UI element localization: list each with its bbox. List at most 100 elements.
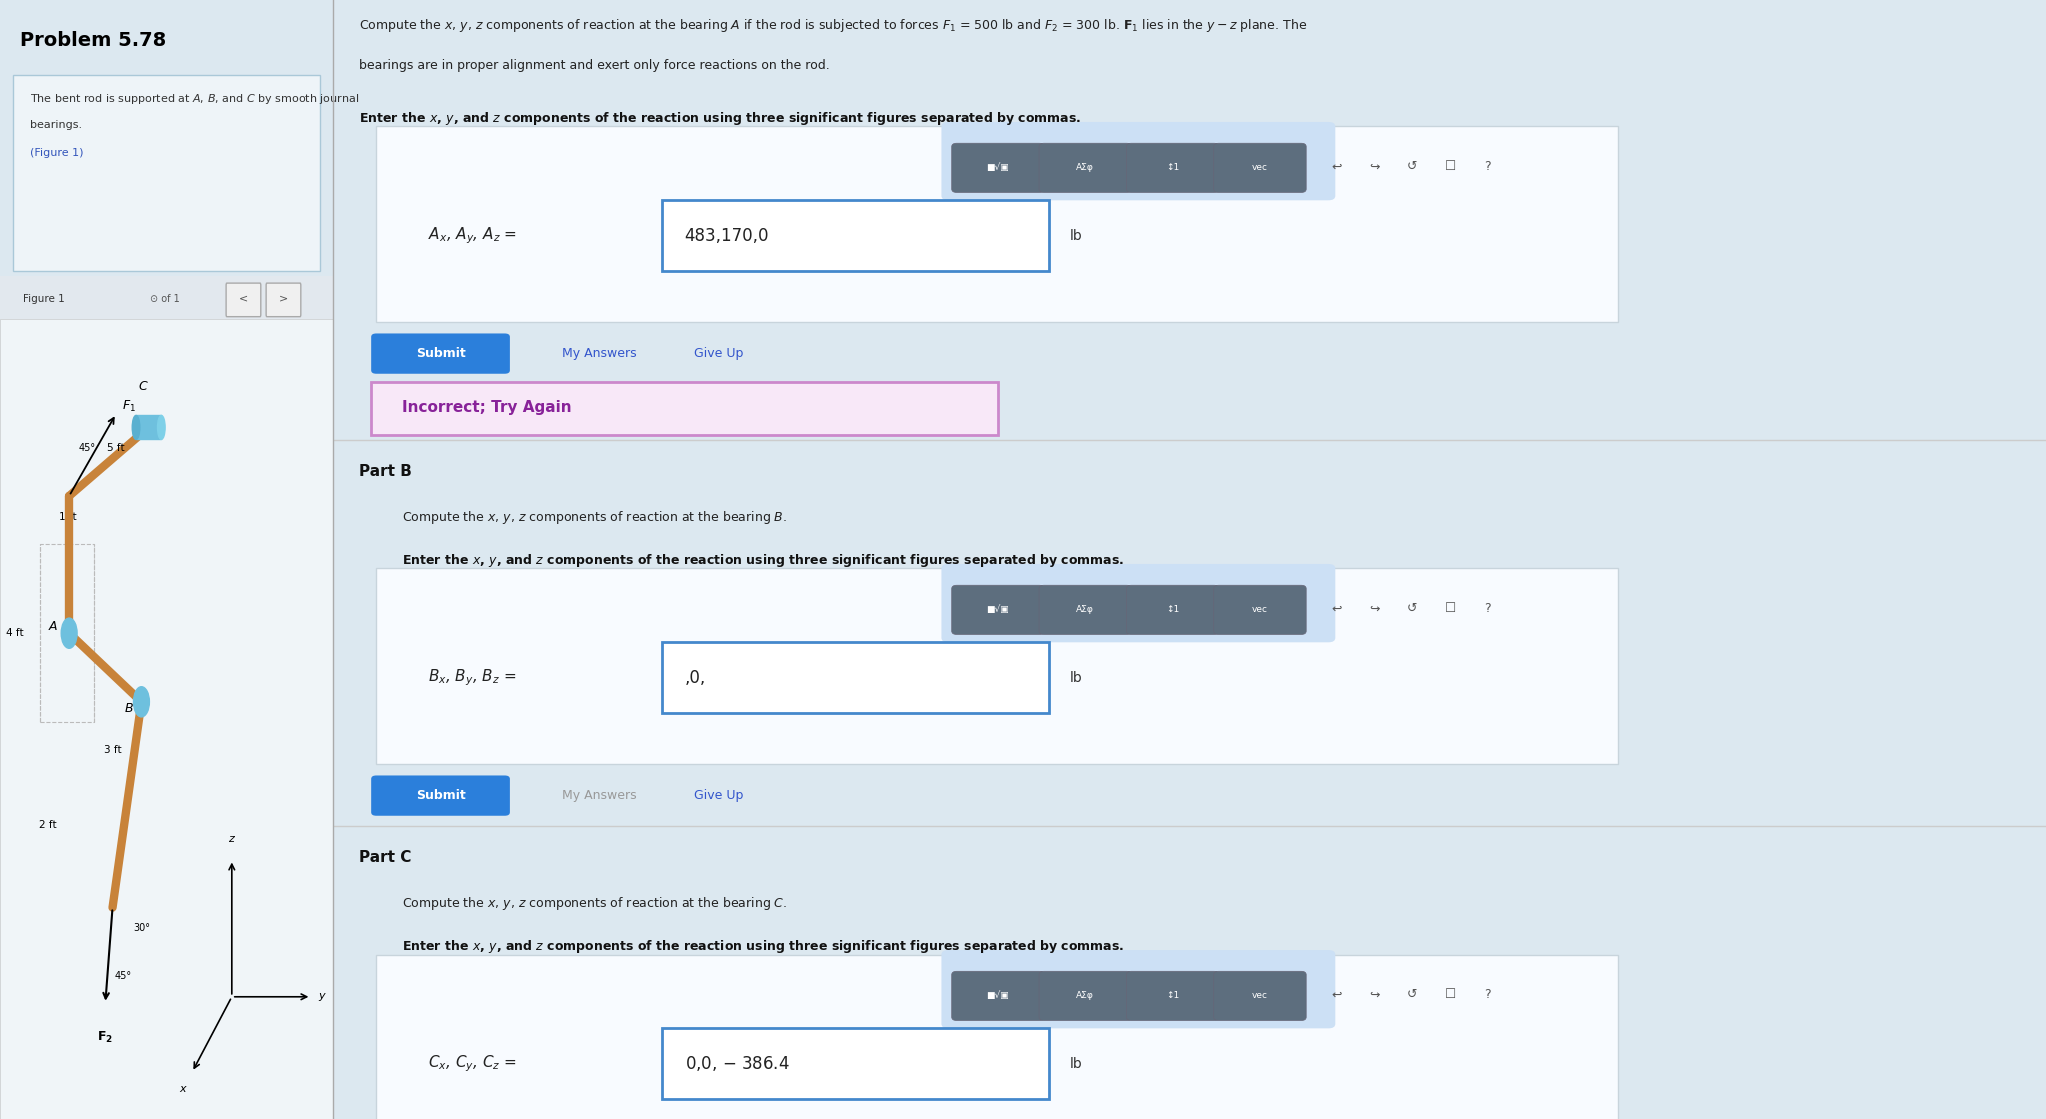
Text: ↩: ↩ [1332, 988, 1342, 1002]
Text: $B$: $B$ [125, 702, 133, 715]
FancyBboxPatch shape [1127, 143, 1219, 192]
FancyBboxPatch shape [1039, 585, 1131, 634]
Text: Enter the $x$, $y$, and $z$ components of the reaction using three significant f: Enter the $x$, $y$, and $z$ components o… [401, 938, 1123, 955]
FancyBboxPatch shape [376, 568, 1618, 764]
Text: ☐: ☐ [1444, 602, 1455, 615]
Text: (Figure 1): (Figure 1) [31, 148, 84, 158]
FancyBboxPatch shape [1127, 585, 1219, 634]
Text: ■√▣: ■√▣ [986, 163, 1009, 172]
Text: AΣφ: AΣφ [1076, 163, 1095, 172]
Text: ⊙ of 1: ⊙ of 1 [149, 294, 180, 303]
Circle shape [133, 687, 149, 717]
Text: $F_1$: $F_1$ [121, 399, 135, 414]
FancyBboxPatch shape [663, 200, 1050, 272]
Text: $C_x$, $C_y$, $C_z$ =: $C_x$, $C_y$, $C_z$ = [428, 1053, 516, 1074]
Text: My Answers: My Answers [561, 347, 636, 360]
Text: ☐: ☐ [1444, 160, 1455, 173]
Text: ↪: ↪ [1369, 160, 1379, 173]
Text: ↪: ↪ [1369, 988, 1379, 1002]
Text: ,0,: ,0, [685, 668, 706, 687]
Text: 5 ft: 5 ft [106, 443, 125, 453]
Text: Give Up: Give Up [694, 347, 743, 360]
Text: Incorrect; Try Again: Incorrect; Try Again [401, 399, 571, 415]
Text: The bent rod is supported at $\mathit{A}$, $\mathit{B}$, and $\mathit{C}$ by smo: The bent rod is supported at $\mathit{A}… [31, 92, 360, 106]
Ellipse shape [158, 415, 166, 440]
Text: Give Up: Give Up [694, 789, 743, 802]
Text: 45°: 45° [115, 971, 131, 981]
Text: bearings.: bearings. [31, 120, 82, 130]
Text: ■√▣: ■√▣ [986, 991, 1009, 1000]
Text: 0,0, $-$ 386.4: 0,0, $-$ 386.4 [685, 1054, 790, 1073]
Text: >: > [278, 294, 288, 303]
FancyBboxPatch shape [1039, 971, 1131, 1021]
Text: Enter the $x$, $y$, and $z$ components of the reaction using three significant f: Enter the $x$, $y$, and $z$ components o… [360, 110, 1082, 126]
Text: $A_x$, $A_y$, $A_z$ =: $A_x$, $A_y$, $A_z$ = [428, 225, 518, 246]
Text: $z$: $z$ [227, 834, 235, 844]
Text: 483,170,0: 483,170,0 [685, 226, 769, 245]
FancyBboxPatch shape [1213, 971, 1305, 1021]
Text: Compute the $x$, $y$, $z$ components of reaction at the bearing $C$.: Compute the $x$, $y$, $z$ components of … [401, 895, 788, 912]
Text: $\mathbf{F_2}$: $\mathbf{F_2}$ [98, 1031, 113, 1045]
Text: ?: ? [1485, 602, 1492, 615]
Text: ?: ? [1485, 160, 1492, 173]
Text: Submit: Submit [417, 789, 466, 802]
Text: ↩: ↩ [1332, 160, 1342, 173]
Ellipse shape [133, 415, 139, 440]
Text: ↩: ↩ [1332, 602, 1342, 615]
Text: 4 ft: 4 ft [6, 628, 25, 638]
Text: Compute the $x$, $y$, $z$ components of reaction at the bearing $B$.: Compute the $x$, $y$, $z$ components of … [401, 509, 788, 526]
Text: lb: lb [1070, 670, 1082, 685]
Text: ↺: ↺ [1408, 602, 1418, 615]
FancyBboxPatch shape [376, 955, 1618, 1119]
Text: ☐: ☐ [1444, 988, 1455, 1002]
FancyBboxPatch shape [0, 276, 333, 319]
Text: AΣφ: AΣφ [1076, 605, 1095, 614]
Text: Part C: Part C [360, 850, 411, 865]
Text: ↺: ↺ [1408, 160, 1418, 173]
Text: bearings are in proper alignment and exert only force reactions on the rod.: bearings are in proper alignment and exe… [360, 59, 831, 73]
Text: 45°: 45° [78, 443, 96, 453]
Text: My Answers: My Answers [561, 789, 636, 802]
FancyBboxPatch shape [1127, 971, 1219, 1021]
Text: 1 ft: 1 ft [59, 511, 76, 521]
Text: $B_x$, $B_y$, $B_z$ =: $B_x$, $B_y$, $B_z$ = [428, 667, 516, 688]
FancyBboxPatch shape [941, 950, 1336, 1028]
FancyBboxPatch shape [1039, 143, 1131, 192]
Text: lb: lb [1070, 1056, 1082, 1071]
Text: 2 ft: 2 ft [39, 820, 57, 830]
Text: ↪: ↪ [1369, 602, 1379, 615]
Text: ↺: ↺ [1408, 988, 1418, 1002]
FancyBboxPatch shape [951, 971, 1043, 1021]
Text: Figure 1: Figure 1 [23, 294, 65, 303]
FancyBboxPatch shape [941, 564, 1336, 642]
Circle shape [61, 618, 78, 648]
Text: <: < [239, 294, 248, 303]
FancyBboxPatch shape [663, 642, 1050, 714]
Text: ↕1: ↕1 [1166, 163, 1178, 172]
FancyBboxPatch shape [376, 126, 1618, 322]
FancyBboxPatch shape [941, 122, 1336, 200]
Text: 3 ft: 3 ft [104, 745, 121, 755]
Text: vec: vec [1252, 991, 1269, 1000]
FancyBboxPatch shape [227, 283, 260, 317]
Text: Enter the $x$, $y$, and $z$ components of the reaction using three significant f: Enter the $x$, $y$, and $z$ components o… [401, 552, 1123, 568]
Text: Problem 5.78: Problem 5.78 [20, 31, 166, 50]
FancyBboxPatch shape [0, 319, 333, 1119]
Bar [135, 415, 162, 440]
Text: $y$: $y$ [317, 990, 327, 1003]
Text: ?: ? [1485, 988, 1492, 1002]
Text: vec: vec [1252, 605, 1269, 614]
Text: Submit: Submit [417, 347, 466, 360]
Text: ↕1: ↕1 [1166, 991, 1178, 1000]
Text: lb: lb [1070, 228, 1082, 243]
FancyBboxPatch shape [951, 143, 1043, 192]
FancyBboxPatch shape [266, 283, 301, 317]
FancyBboxPatch shape [370, 333, 509, 374]
FancyBboxPatch shape [14, 75, 319, 271]
Text: $x$: $x$ [178, 1084, 188, 1094]
FancyBboxPatch shape [370, 382, 998, 435]
Text: AΣφ: AΣφ [1076, 991, 1095, 1000]
Text: ■√▣: ■√▣ [986, 605, 1009, 614]
FancyBboxPatch shape [951, 585, 1043, 634]
FancyBboxPatch shape [370, 775, 509, 816]
